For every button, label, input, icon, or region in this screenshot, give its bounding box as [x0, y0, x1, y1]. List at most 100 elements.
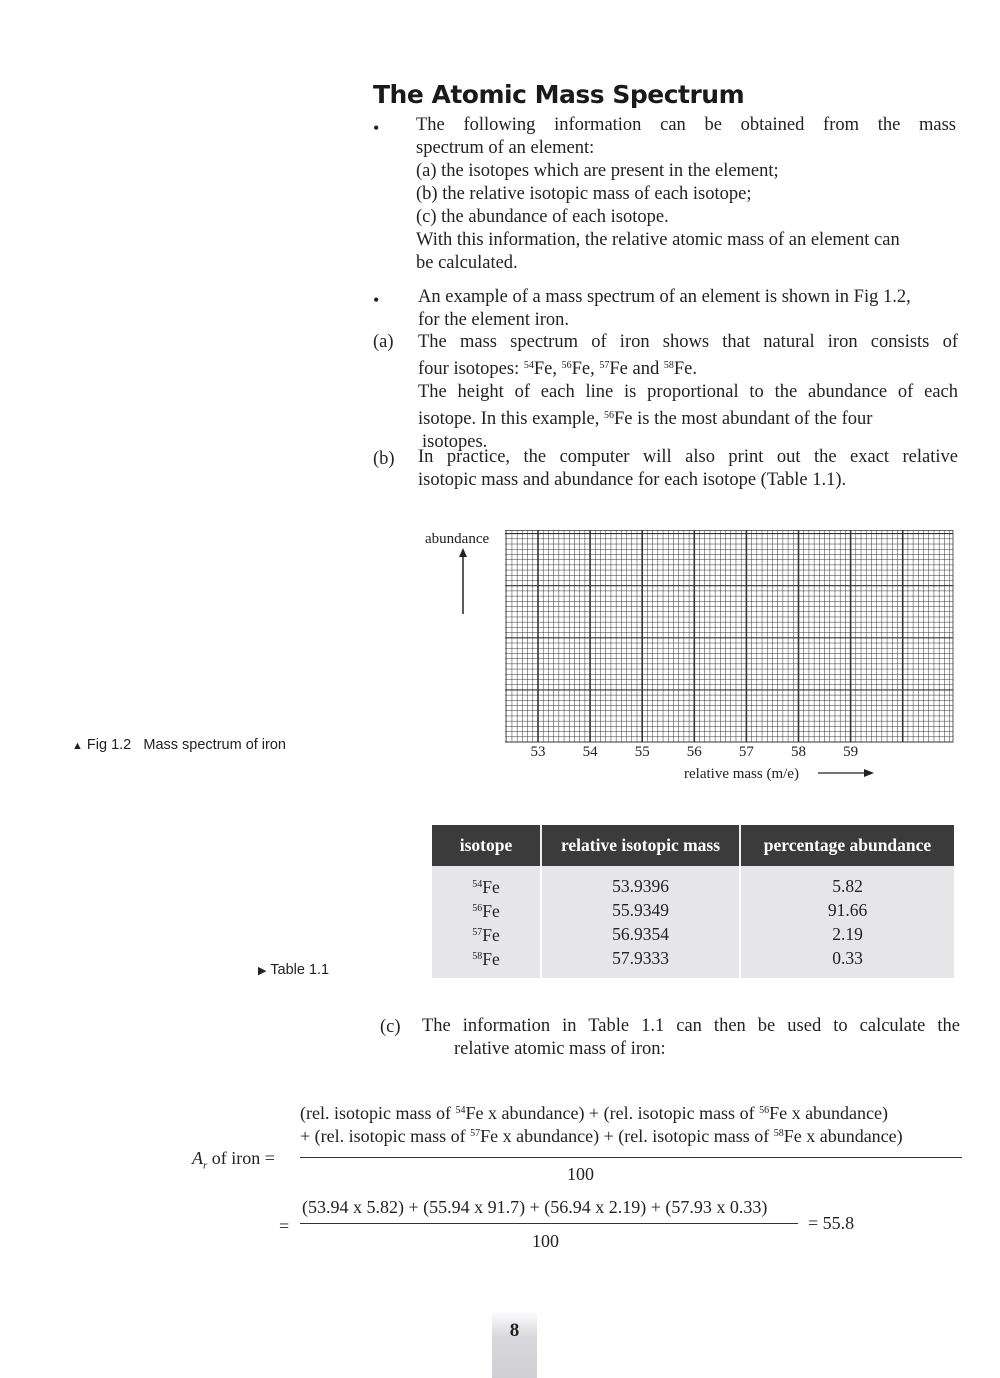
text: Fe — [482, 901, 500, 921]
text: Fe — [482, 877, 500, 897]
para-a-text: The mass spectrum of iron shows that nat… — [418, 331, 958, 454]
table-row: 57Fe 56.9354 2.19 — [432, 922, 954, 946]
text-line: In practice, the computer will also prin… — [418, 447, 958, 467]
abundance-cell: 91.66 — [740, 898, 954, 922]
para-marker: (a) — [373, 332, 394, 352]
isotope-cell: 54Fe — [432, 866, 542, 898]
sup: 57 — [599, 360, 610, 371]
symbol: A — [192, 1148, 203, 1168]
text-line: four isotopes: 54Fe, 56Fe, 57Fe and 58Fe… — [418, 359, 697, 379]
sup: 56 — [561, 360, 572, 371]
triangle-right-icon: ▶ — [258, 965, 267, 977]
page-number: 8 — [509, 1320, 520, 1341]
para-marker: (c) — [380, 1017, 401, 1037]
text-line: be calculated. — [416, 253, 518, 273]
table-caption-text: Table 1.1 — [270, 962, 330, 978]
y-axis-label: abundance — [425, 531, 490, 547]
x-tick-label: 53 — [530, 744, 546, 760]
column-header: relative isotopic mass — [541, 825, 741, 866]
sup: 56 — [604, 410, 614, 421]
fraction-bar — [300, 1223, 798, 1224]
page-number-tab — [492, 1310, 537, 1378]
bullet-icon: • — [373, 290, 380, 310]
subscript: r — [203, 1159, 208, 1172]
x-tick-label: 59 — [843, 744, 859, 760]
x-axis-label: relative mass (m/e) — [684, 766, 799, 782]
equation-result: = 55.8 — [808, 1213, 855, 1233]
sup: 57 — [470, 1128, 481, 1139]
figure-caption: ▲ Fig 1.2 Mass spectrum of iron — [72, 737, 286, 753]
isotope-cell: 58Fe — [432, 946, 542, 978]
text-line: The following information can be obtaine… — [416, 115, 956, 135]
mass-cell: 56.9354 — [541, 922, 741, 946]
isotope-cell: 57Fe — [432, 922, 542, 946]
sup: 57 — [472, 927, 483, 938]
table-row: 54Fe 53.9396 5.82 — [432, 866, 954, 898]
equals-sign: = — [279, 1216, 290, 1236]
bullet-icon: • — [373, 118, 380, 138]
sup: 58 — [773, 1128, 784, 1139]
text: Fe — [609, 359, 628, 379]
text: Fe x abundance) + (rel. isotopic mass of — [480, 1126, 774, 1146]
text: isotope. In this example, — [418, 409, 604, 429]
text: four isotopes: — [418, 359, 524, 379]
list-item: (a) the isotopes which are present in th… — [416, 161, 779, 181]
x-tick-label: 56 — [686, 744, 702, 760]
right-arrow-icon — [818, 769, 874, 777]
x-tick-label: 54 — [582, 744, 598, 760]
text: + (rel. isotopic mass of — [300, 1126, 471, 1146]
text: Fe — [673, 359, 693, 379]
column-header: percentage abundance — [740, 825, 954, 866]
text: Fe x abundance) — [783, 1126, 903, 1146]
sup: 56 — [472, 903, 483, 914]
text: Fe x abundance) — [769, 1103, 889, 1123]
text-line: The mass spectrum of iron shows that nat… — [418, 332, 958, 352]
text: Fe — [571, 359, 591, 379]
table-row: 58Fe 57.9333 0.33 — [432, 946, 954, 978]
up-arrow-icon — [459, 548, 467, 614]
triangle-up-icon: ▲ — [72, 740, 83, 752]
sup: 54 — [523, 360, 534, 371]
text-line: spectrum of an element: — [416, 138, 595, 158]
text-line: relative atomic mass of iron: — [454, 1039, 666, 1059]
mass-cell: 57.9333 — [541, 946, 741, 978]
equation2-denominator: 100 — [532, 1231, 559, 1251]
text: Fe — [533, 359, 553, 379]
x-tick-label: 55 — [634, 744, 650, 760]
sup: 54 — [455, 1105, 466, 1116]
sup: 58 — [472, 951, 483, 962]
equation-numerator-line1: (rel. isotopic mass of 54 Fe x abundance)… — [300, 1103, 888, 1124]
text-line: isotope. In this example, 56Fe is the mo… — [418, 404, 958, 431]
text: Fe is the most abundant of the four — [614, 409, 873, 429]
isotope-table: isotope relative isotopic mass percentag… — [432, 825, 954, 978]
graph-paper-grid — [505, 530, 954, 743]
para-b-text: In practice, the computer will also prin… — [418, 446, 958, 492]
text: of iron = — [207, 1148, 275, 1168]
text: (rel. isotopic mass of — [300, 1103, 456, 1123]
equation-numerator-line2: + (rel. isotopic mass of 57Fe x abundanc… — [300, 1126, 903, 1147]
mass-cell: 55.9349 — [541, 898, 741, 922]
abundance-cell: 2.19 — [740, 922, 954, 946]
equation-lhs: Ar of iron = — [192, 1148, 275, 1172]
text-line: isotopes. — [422, 432, 488, 452]
text: Fe — [482, 949, 500, 969]
abundance-cell: 0.33 — [740, 946, 954, 978]
x-tick-label: 57 — [738, 744, 754, 760]
figure-caption-text: Mass spectrum of iron — [143, 737, 286, 753]
text-line: An example of a mass spectrum of an elem… — [418, 287, 911, 307]
sup: 56 — [759, 1105, 770, 1116]
mass-cell: 53.9396 — [541, 866, 741, 898]
page-title: The Atomic Mass Spectrum — [373, 80, 745, 109]
text-line: The information in Table 1.1 can then be… — [422, 1016, 960, 1036]
fraction-bar — [300, 1157, 962, 1158]
para-c-text: The information in Table 1.1 can then be… — [422, 1015, 960, 1061]
figure-label: Fig 1.2 — [86, 737, 132, 753]
x-tick-label: 58 — [791, 744, 806, 760]
text-line: The height of each line is proportional … — [418, 382, 958, 402]
equation-denominator: 100 — [567, 1164, 594, 1184]
text-line: With this information, the relative atom… — [416, 230, 900, 250]
text: Fe — [482, 925, 500, 945]
text-line: isotopic mass and abundance for each iso… — [418, 470, 847, 490]
list-item: (b) the relative isotopic mass of each i… — [416, 184, 752, 204]
para-marker: (b) — [373, 449, 395, 469]
